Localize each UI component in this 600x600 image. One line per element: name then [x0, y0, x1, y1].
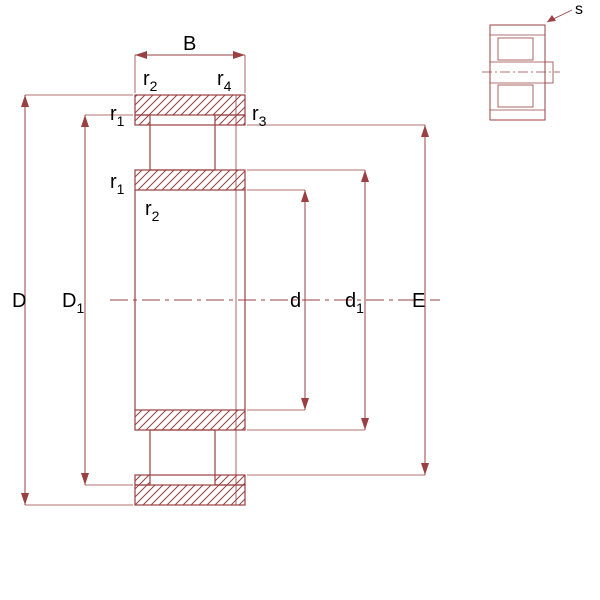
label-d1-sub: 1 — [356, 300, 364, 316]
label-d: d — [290, 290, 301, 312]
roller-top — [150, 125, 215, 170]
label-r2-top-sub: 2 — [150, 78, 158, 94]
outer-ring-bottom — [135, 485, 245, 505]
label-D1-main: D — [62, 290, 76, 312]
outer-ring-top-flange-right — [215, 115, 245, 125]
svg-text:r1: r1 — [110, 171, 125, 197]
svg-text:r2: r2 — [143, 68, 158, 94]
outer-ring-top-flange-left — [135, 115, 150, 125]
roller-bottom — [150, 430, 215, 475]
inner-ring-bottom — [135, 410, 245, 430]
inset-drawing: s — [482, 1, 583, 120]
outer-ring-top — [135, 95, 245, 115]
label-d1-main: d — [345, 290, 356, 312]
label-r1-top-sub: 1 — [117, 113, 125, 129]
bearing-cross-section-diagram: D D1 d d1 E — [0, 0, 600, 600]
svg-text:r1: r1 — [110, 103, 125, 129]
inner-ring-top — [135, 170, 245, 190]
svg-text:r2: r2 — [145, 198, 160, 224]
outer-ring-bottom-flange-left — [135, 475, 150, 485]
outer-ring-bottom-flange-right — [215, 475, 245, 485]
svg-text:d1: d1 — [345, 290, 364, 316]
label-s: s — [575, 1, 583, 18]
label-D1-sub: 1 — [76, 300, 84, 316]
svg-text:D1: D1 — [62, 290, 84, 316]
label-r4-sub: 4 — [224, 78, 232, 94]
label-r2-bot-sub: 2 — [152, 208, 160, 224]
label-D: D — [12, 290, 26, 312]
svg-text:r4: r4 — [217, 68, 232, 94]
label-B: B — [183, 33, 196, 55]
label-r1-bot-sub: 1 — [117, 181, 125, 197]
label-E: E — [412, 290, 425, 312]
label-r3-sub: 3 — [259, 113, 267, 129]
